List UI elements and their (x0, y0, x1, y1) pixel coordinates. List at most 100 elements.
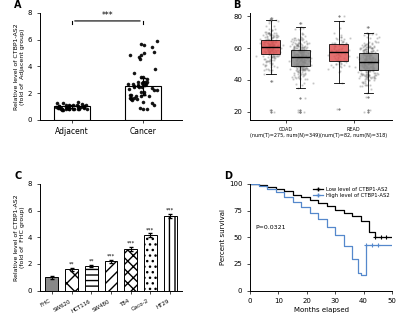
Point (266, 37, 272, 43)
Point (294, 48, 301, 53)
Point (134, 97, 140, 102)
Point (292, 58, 299, 63)
Point (298, 64, 304, 69)
Point (298, 57, 304, 62)
Point (363, 57, 370, 62)
Point (292, 57, 299, 63)
Point (340, 19, 346, 24)
PathPatch shape (359, 53, 378, 70)
Point (301, 81, 308, 86)
Point (295, 56, 302, 61)
Point (342, 43, 349, 48)
Point (267, 44, 273, 49)
Point (58, 107, 65, 112)
Point (267, 42, 274, 47)
Point (129, 98, 136, 103)
Point (131, 71, 138, 76)
Point (268, 18, 274, 23)
Point (261, 49, 268, 54)
Point (360, 72, 367, 77)
Point (294, 40, 301, 45)
Point (341, 37, 347, 42)
Point (341, 62, 347, 68)
Point (376, 35, 383, 40)
Point (269, 38, 275, 43)
Point (292, 36, 298, 41)
Point (302, 76, 308, 81)
Point (298, 65, 304, 70)
Point (366, 56, 372, 61)
Point (362, 82, 368, 88)
Point (128, 96, 134, 101)
Point (367, 108, 374, 113)
Point (54, 105, 61, 110)
Point (306, 58, 312, 63)
Point (137, 106, 144, 111)
Point (367, 61, 374, 66)
Point (362, 94, 369, 99)
PathPatch shape (329, 44, 348, 61)
Point (364, 44, 370, 49)
Point (267, 33, 274, 38)
Point (367, 59, 374, 64)
Point (264, 34, 270, 39)
Point (291, 50, 297, 55)
Point (366, 73, 372, 78)
Point (336, 61, 342, 66)
Point (150, 102, 157, 107)
Point (302, 52, 309, 57)
High level of CTBP1-AS2 (324, 225, 329, 229)
Point (369, 51, 376, 56)
Point (364, 74, 370, 79)
Point (333, 35, 339, 40)
Point (368, 45, 374, 50)
Point (302, 70, 308, 75)
Point (270, 33, 276, 38)
Point (260, 42, 266, 47)
Point (338, 80, 345, 85)
Point (293, 82, 300, 87)
Point (154, 88, 161, 93)
Point (138, 89, 144, 95)
Point (330, 40, 337, 46)
Point (362, 48, 369, 53)
Point (271, 43, 278, 48)
Point (261, 71, 268, 76)
Point (74, 106, 81, 111)
Point (299, 47, 305, 52)
Point (293, 37, 300, 42)
Point (362, 57, 369, 63)
Point (298, 51, 304, 56)
Point (324, 52, 331, 57)
Point (302, 60, 308, 65)
Point (370, 54, 376, 59)
Point (304, 44, 310, 49)
Point (273, 50, 280, 55)
Point (366, 39, 373, 44)
Point (295, 109, 301, 114)
Point (271, 34, 277, 39)
Point (306, 58, 312, 63)
Point (297, 57, 304, 63)
Point (361, 53, 368, 58)
Point (266, 51, 272, 56)
Point (303, 64, 310, 69)
Point (266, 50, 272, 56)
Point (300, 66, 306, 71)
Point (294, 57, 301, 62)
Line: Low level of CTBP1-AS2: Low level of CTBP1-AS2 (250, 184, 392, 237)
Point (299, 50, 306, 55)
Point (274, 53, 281, 58)
Point (140, 107, 146, 112)
Point (264, 46, 270, 51)
Point (367, 61, 373, 66)
Point (328, 40, 335, 46)
Point (366, 50, 372, 55)
Point (56, 105, 62, 110)
Point (357, 83, 364, 89)
Point (301, 50, 308, 55)
Point (274, 35, 280, 40)
Point (304, 66, 310, 71)
Point (298, 55, 304, 60)
Point (296, 50, 303, 56)
